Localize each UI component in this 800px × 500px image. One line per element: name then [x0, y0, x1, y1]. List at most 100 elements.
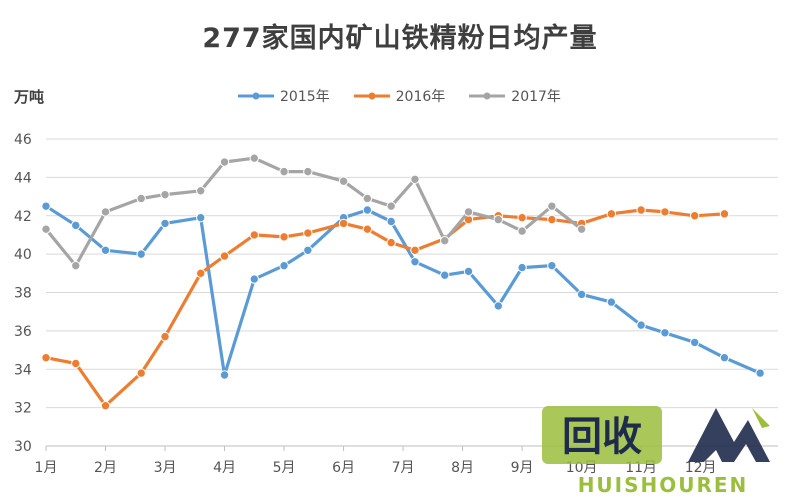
- data-point-2016年: [386, 237, 396, 248]
- y-tick-label: 46: [14, 132, 32, 148]
- data-point-2016年: [136, 368, 146, 378]
- watermark-brand-text: HUISHOUREN: [578, 473, 749, 497]
- data-point-2016年: [410, 245, 420, 255]
- data-point-2016年: [636, 205, 646, 215]
- data-point-2017年: [362, 193, 373, 204]
- data-point-2017年: [71, 260, 81, 271]
- x-tick-label: 7月: [392, 460, 415, 476]
- x-tick-label: 3月: [154, 460, 177, 476]
- legend-label-2017: 2017年: [511, 89, 561, 105]
- y-axis-unit-label: 万吨: [14, 88, 45, 106]
- data-point-2017年: [160, 189, 170, 200]
- y-tick-label: 30: [14, 439, 32, 455]
- data-point-2016年: [160, 331, 170, 342]
- x-tick-label: 1月: [35, 460, 58, 476]
- data-point-2017年: [249, 153, 259, 163]
- data-point-2015年: [279, 260, 289, 271]
- series-line-2016年: [44, 208, 727, 408]
- data-point-2017年: [136, 193, 146, 204]
- chart-title: 277家国内矿山铁精粉日均产量: [202, 23, 598, 54]
- data-point-2015年: [410, 257, 420, 267]
- data-point-2016年: [196, 268, 206, 279]
- data-point-2016年: [41, 353, 51, 363]
- data-point-2017年: [338, 176, 349, 186]
- data-point-2015年: [136, 249, 146, 259]
- data-point-2015年: [303, 245, 313, 255]
- data-point-2017年: [100, 207, 111, 217]
- watermark-green-block: [542, 406, 662, 464]
- legend-swatch-2017: [469, 92, 506, 100]
- legend-label-2016: 2016年: [395, 89, 446, 105]
- data-point-2015年: [249, 274, 259, 284]
- data-point-2016年: [303, 228, 313, 238]
- watermark-person-icon: [688, 408, 770, 462]
- data-point-2015年: [719, 353, 730, 363]
- data-point-2016年: [719, 209, 730, 219]
- series-line-2017年: [44, 156, 584, 268]
- data-point-2015年: [689, 337, 700, 348]
- data-point-2017年: [41, 224, 51, 234]
- data-point-2017年: [463, 207, 474, 217]
- y-tick-label: 34: [14, 362, 32, 378]
- x-tick-label: 9月: [511, 460, 534, 476]
- data-point-2015年: [755, 368, 765, 378]
- data-point-2017年: [410, 174, 420, 184]
- legend-item-2017: 2017年: [467, 86, 561, 106]
- data-point-2015年: [547, 260, 557, 271]
- legend-swatch-2015: [238, 92, 274, 100]
- data-point-2016年: [279, 232, 289, 242]
- data-point-2016年: [362, 224, 373, 234]
- data-point-2015年: [606, 297, 617, 307]
- legend-item-2016: 2016年: [352, 86, 446, 106]
- data-point-2015年: [160, 218, 170, 229]
- x-tick-label: 2月: [94, 460, 117, 476]
- data-point-2015年: [196, 212, 206, 223]
- data-point-2015年: [493, 301, 503, 311]
- data-point-2015年: [41, 201, 51, 211]
- data-point-2015年: [636, 320, 646, 330]
- watermark-logo-text: 回收: [562, 414, 642, 460]
- data-point-2015年: [660, 328, 670, 338]
- y-tick-label: 42: [14, 209, 32, 225]
- watermark-leaf-icon: [752, 408, 770, 428]
- legend: 2015年 2016年 2017年: [236, 86, 561, 106]
- data-point-2016年: [547, 214, 557, 225]
- x-tick-label: 6月: [332, 460, 355, 476]
- data-point-2017年: [517, 226, 527, 236]
- data-point-2016年: [606, 209, 617, 219]
- series-line-2015年: [44, 204, 762, 377]
- data-point-2016年: [249, 230, 259, 240]
- data-point-2016年: [219, 251, 230, 261]
- data-point-2015年: [362, 205, 373, 215]
- data-point-2015年: [219, 370, 230, 380]
- data-point-2015年: [576, 289, 587, 300]
- data-point-2015年: [100, 245, 111, 255]
- data-point-2017年: [576, 224, 587, 234]
- data-point-2016年: [100, 401, 111, 411]
- data-point-2017年: [279, 166, 289, 177]
- y-tick-label: 44: [14, 170, 32, 186]
- data-point-2015年: [71, 220, 81, 231]
- data-point-2015年: [463, 266, 474, 277]
- x-tick-label: 8月: [451, 460, 474, 476]
- data-point-2015年: [386, 216, 396, 227]
- data-point-2017年: [493, 214, 503, 225]
- data-point-2017年: [547, 201, 557, 211]
- legend-label-2015: 2015年: [280, 89, 330, 105]
- data-point-2015年: [517, 262, 527, 273]
- data-point-2016年: [71, 358, 81, 369]
- data-point-2016年: [660, 207, 670, 217]
- x-tick-label: 12月: [685, 460, 717, 476]
- y-tick-label: 38: [14, 286, 32, 302]
- data-point-2017年: [440, 235, 450, 246]
- y-tick-label: 36: [14, 324, 32, 340]
- data-point-2017年: [303, 166, 313, 177]
- data-point-2016年: [689, 211, 700, 221]
- x-tick-label: 4月: [213, 460, 236, 476]
- data-point-2016年: [338, 218, 349, 229]
- data-point-2017年: [386, 201, 396, 211]
- y-tick-label: 40: [14, 247, 32, 263]
- x-tick-label: 5月: [273, 460, 296, 476]
- legend-swatch-2016: [353, 92, 390, 100]
